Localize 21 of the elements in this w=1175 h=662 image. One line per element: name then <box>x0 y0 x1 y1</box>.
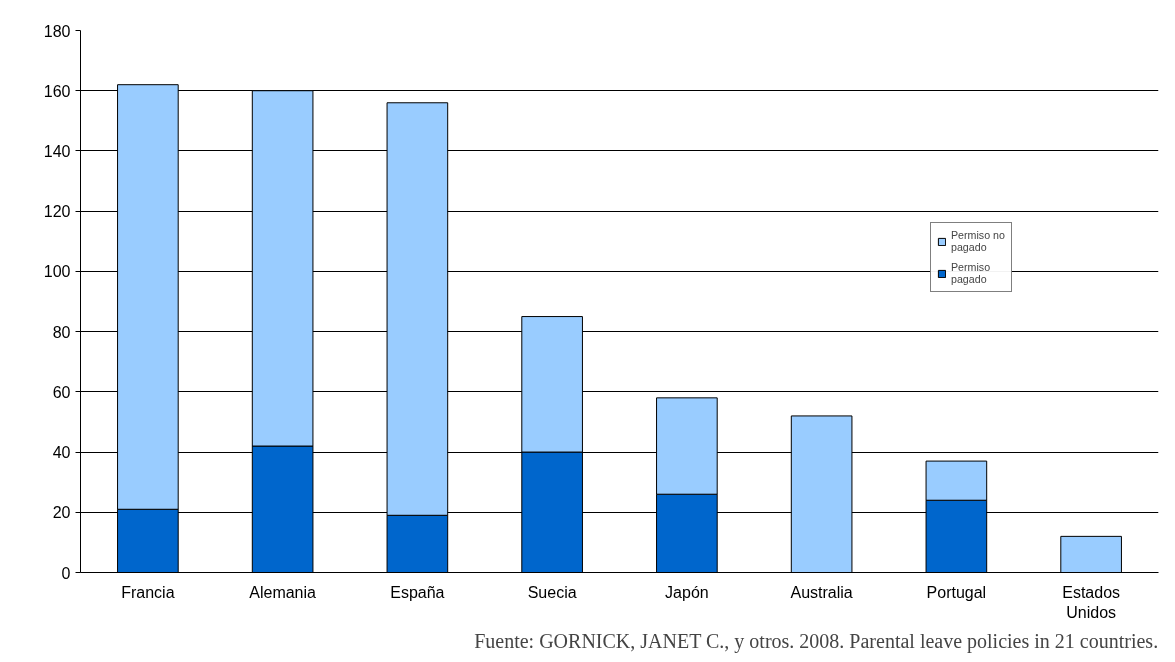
y-tick-label: 80 <box>52 323 71 341</box>
x-tick-label: España <box>390 583 445 601</box>
x-tick-label: Portugal <box>926 583 987 601</box>
y-tick-label: 140 <box>43 142 71 160</box>
y-tick-label: 0 <box>61 564 71 582</box>
x-tick-label: Japón <box>665 583 709 601</box>
y-tick-label: 40 <box>52 444 71 462</box>
y-tick-label: 120 <box>43 203 71 221</box>
legend-label: Permiso no pagado <box>951 229 1005 253</box>
x-tick-label: Australia <box>790 583 853 601</box>
x-tick-label: Suecia <box>527 583 577 601</box>
source-note: Fuente: GORNICK, JANET C., y otros. 2008. Parental leave policies in 21 countries. <box>474 629 1159 653</box>
y-tick-label: 20 <box>52 504 71 522</box>
y-tick-label: 160 <box>43 82 71 100</box>
y-tick-label: 60 <box>52 383 71 401</box>
x-tick-label: Francia <box>121 583 175 601</box>
legend-label: Permiso pagado <box>951 261 991 285</box>
y-tick-label: 100 <box>43 263 71 281</box>
x-tick-label: Estados Unidos <box>1062 583 1121 621</box>
y-tick-label: 180 <box>43 22 71 40</box>
x-tick-label: Alemania <box>249 583 317 601</box>
